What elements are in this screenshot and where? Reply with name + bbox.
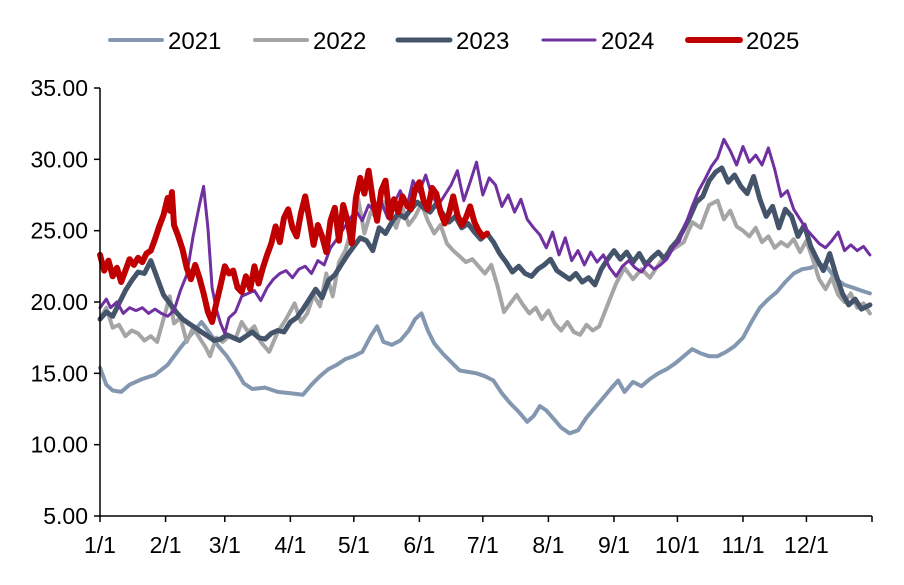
- x-tick-label: 1/1: [84, 532, 116, 558]
- series-line-2024: [98, 137, 872, 335]
- x-tick-label: 10/1: [655, 532, 700, 558]
- x-tick-label: 6/1: [403, 532, 435, 558]
- axes: 5.00 10.00 15.00 20.00 25.00 30.00 35.00 1/1 2/1…: [30, 75, 873, 558]
- x-tick-label: 12/1: [784, 532, 829, 558]
- x-tick-label: 3/1: [209, 532, 241, 558]
- series-line-2021: [98, 261, 872, 436]
- y-tick-label: 30.00: [30, 146, 88, 172]
- legend-label: 2022: [313, 28, 366, 55]
- series-layer: [97, 137, 873, 436]
- y-tick-label: 25.00: [30, 218, 88, 244]
- x-tick-label: 2/1: [150, 532, 182, 558]
- series-line-2025: [97, 167, 491, 325]
- legend: 2021 2022 2023 2024 2025: [108, 28, 799, 55]
- legend-label: 2024: [601, 28, 654, 55]
- series-line-2022: [98, 195, 872, 359]
- y-tick-label: 10.00: [30, 432, 88, 458]
- legend-label: 2021: [168, 28, 221, 55]
- x-tick-label: 11/1: [721, 532, 764, 558]
- y-tick-label: 35.00: [30, 75, 88, 101]
- legend-label: 2023: [456, 28, 509, 55]
- x-tick-label: 9/1: [598, 532, 630, 558]
- y-tick-label: 15.00: [30, 360, 88, 386]
- x-tick-label: 7/1: [467, 532, 499, 558]
- y-tick-label: 5.00: [43, 503, 88, 529]
- y-tick-label: 20.00: [30, 289, 88, 315]
- x-tick-label: 8/1: [532, 532, 564, 558]
- legend-label: 2025: [746, 28, 799, 55]
- x-tick-label: 5/1: [338, 532, 370, 558]
- x-tick-label: 4/1: [274, 532, 306, 558]
